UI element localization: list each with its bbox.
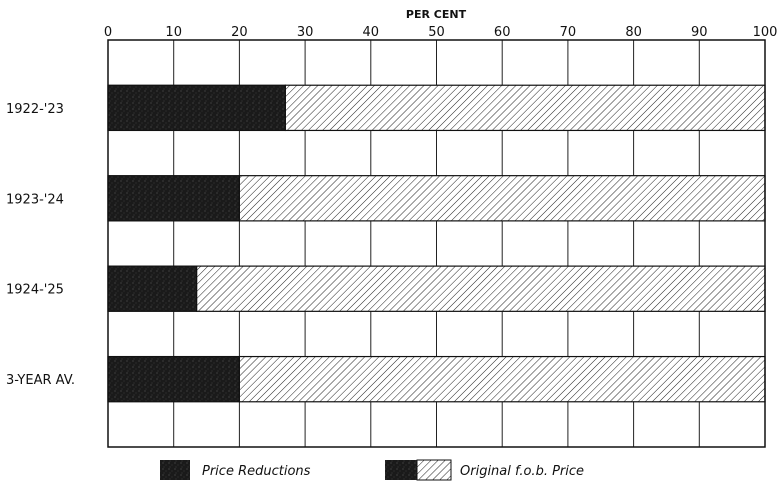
- x-tick-label: 90: [691, 25, 708, 40]
- x-tick-label: 30: [297, 25, 314, 40]
- bar-segment-original-fob-price: [196, 265, 766, 312]
- bar-segment-price-reductions: [107, 265, 198, 312]
- x-tick-label: 40: [363, 25, 380, 40]
- legend-swatch-price-reductions: [160, 460, 190, 480]
- x-tick-label: 50: [428, 25, 445, 40]
- bars: [107, 84, 766, 403]
- bar-segment-original-fob-price: [238, 355, 766, 403]
- x-axis-title: PER CENT: [406, 8, 467, 21]
- category-labels: 1922-'23 1923-'24 1924-'25 3-YEAR AV.: [6, 102, 75, 388]
- legend-swatch-dark-part: [385, 460, 417, 480]
- x-tick-label: 80: [625, 25, 642, 40]
- x-tick-label: 70: [560, 25, 577, 40]
- bar-segment-original-fob-price: [238, 175, 766, 222]
- legend-label-original-fob-price: Original f.o.b. Price: [460, 464, 584, 479]
- category-label: 3-YEAR AV.: [6, 373, 75, 388]
- x-tick-label: 60: [494, 25, 511, 40]
- bar-segment-price-reductions: [107, 175, 240, 222]
- grid-lines: [173, 40, 700, 447]
- legend-swatch-original-fob-price: [416, 459, 452, 481]
- legend: Price Reductions Original f.o.b. Price: [160, 459, 584, 481]
- x-tick-label: 100: [753, 25, 778, 40]
- x-tick-label: 20: [231, 25, 248, 40]
- bar-segment-price-reductions: [107, 355, 240, 403]
- bar-segment-price-reductions: [107, 84, 286, 132]
- x-tick-label: 10: [165, 25, 182, 40]
- x-axis-ticks: 0 10 20 30 40 50 60 70 80 90 100: [104, 25, 778, 40]
- category-label: 1922-'23: [6, 102, 64, 117]
- category-label: 1924-'25: [6, 283, 64, 298]
- bar-segment-original-fob-price: [284, 84, 766, 132]
- x-tick-label: 0: [104, 25, 112, 40]
- legend-label-price-reductions: Price Reductions: [202, 464, 311, 479]
- category-label: 1923-'24: [6, 192, 64, 207]
- plot-frame: [107, 39, 766, 448]
